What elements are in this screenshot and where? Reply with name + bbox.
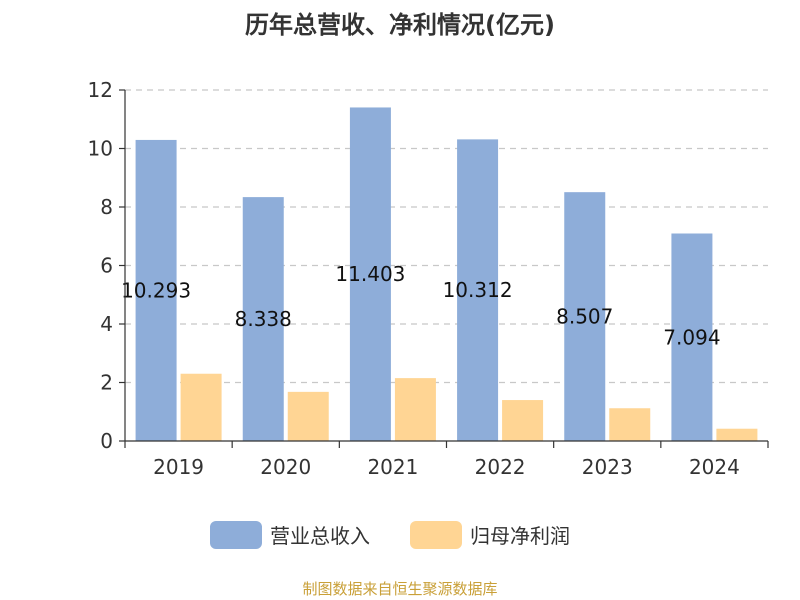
legend: 营业总收入 归母净利润 bbox=[210, 521, 570, 549]
data-label-revenue-2021: 11.403 bbox=[335, 262, 405, 286]
data-label-revenue-2020: 8.338 bbox=[235, 307, 292, 331]
grid bbox=[125, 89, 768, 384]
bar-net-profit-2024 bbox=[716, 428, 758, 441]
data-label-revenue-2023: 8.507 bbox=[556, 305, 613, 329]
x-tick-label: 2022 bbox=[475, 455, 526, 479]
bar-revenue-2024 bbox=[671, 233, 713, 441]
chart-title: 历年总营收、净利情况(亿元) bbox=[245, 11, 555, 39]
y-tick-label: 6 bbox=[100, 254, 113, 278]
y-tick-label: 0 bbox=[100, 429, 113, 453]
bar-revenue-2020 bbox=[242, 197, 284, 441]
y-tick-label: 4 bbox=[100, 312, 113, 336]
bar-net-profit-2022 bbox=[502, 400, 544, 441]
y-tick-label: 2 bbox=[100, 371, 113, 395]
data-label-revenue-2024: 7.094 bbox=[663, 325, 720, 349]
legend-swatch bbox=[410, 521, 462, 549]
data-label-revenue-2019: 10.293 bbox=[121, 278, 191, 302]
legend-label: 归母净利润 bbox=[470, 524, 570, 548]
legend-item-net-profit[interactable]: 归母净利润 bbox=[410, 521, 570, 549]
x-tick-label: 2019 bbox=[153, 455, 204, 479]
bar-revenue-2019 bbox=[135, 139, 177, 441]
y-tick-label: 10 bbox=[88, 137, 113, 161]
y-tick-label: 12 bbox=[88, 78, 113, 102]
bar-revenue-2022 bbox=[457, 139, 499, 441]
axes: 0 2 4 6 8 10 12 2019 2020 2021 2022 2023 2024 bbox=[88, 78, 769, 479]
bars: 10.293 8.338 11.403 10.312 8.507 7.094 bbox=[121, 107, 758, 441]
x-tick-label: 2021 bbox=[367, 455, 418, 479]
data-label-revenue-2022: 10.312 bbox=[443, 278, 513, 302]
legend-label: 营业总收入 bbox=[270, 524, 370, 548]
bar-net-profit-2023 bbox=[609, 408, 651, 441]
bar-net-profit-2021 bbox=[394, 378, 436, 441]
x-tick-label: 2024 bbox=[689, 455, 740, 479]
bar-net-profit-2019 bbox=[180, 373, 222, 441]
legend-item-revenue[interactable]: 营业总收入 bbox=[210, 521, 370, 549]
legend-swatch bbox=[210, 521, 262, 549]
bar-revenue-2023 bbox=[564, 192, 606, 441]
y-tick-label: 8 bbox=[100, 195, 113, 219]
x-tick-label: 2023 bbox=[582, 455, 633, 479]
bar-net-profit-2020 bbox=[287, 391, 329, 441]
x-tick-label: 2020 bbox=[260, 455, 311, 479]
bar-revenue-2021 bbox=[349, 107, 391, 441]
source-note: 制图数据来自恒生聚源数据库 bbox=[302, 580, 497, 598]
